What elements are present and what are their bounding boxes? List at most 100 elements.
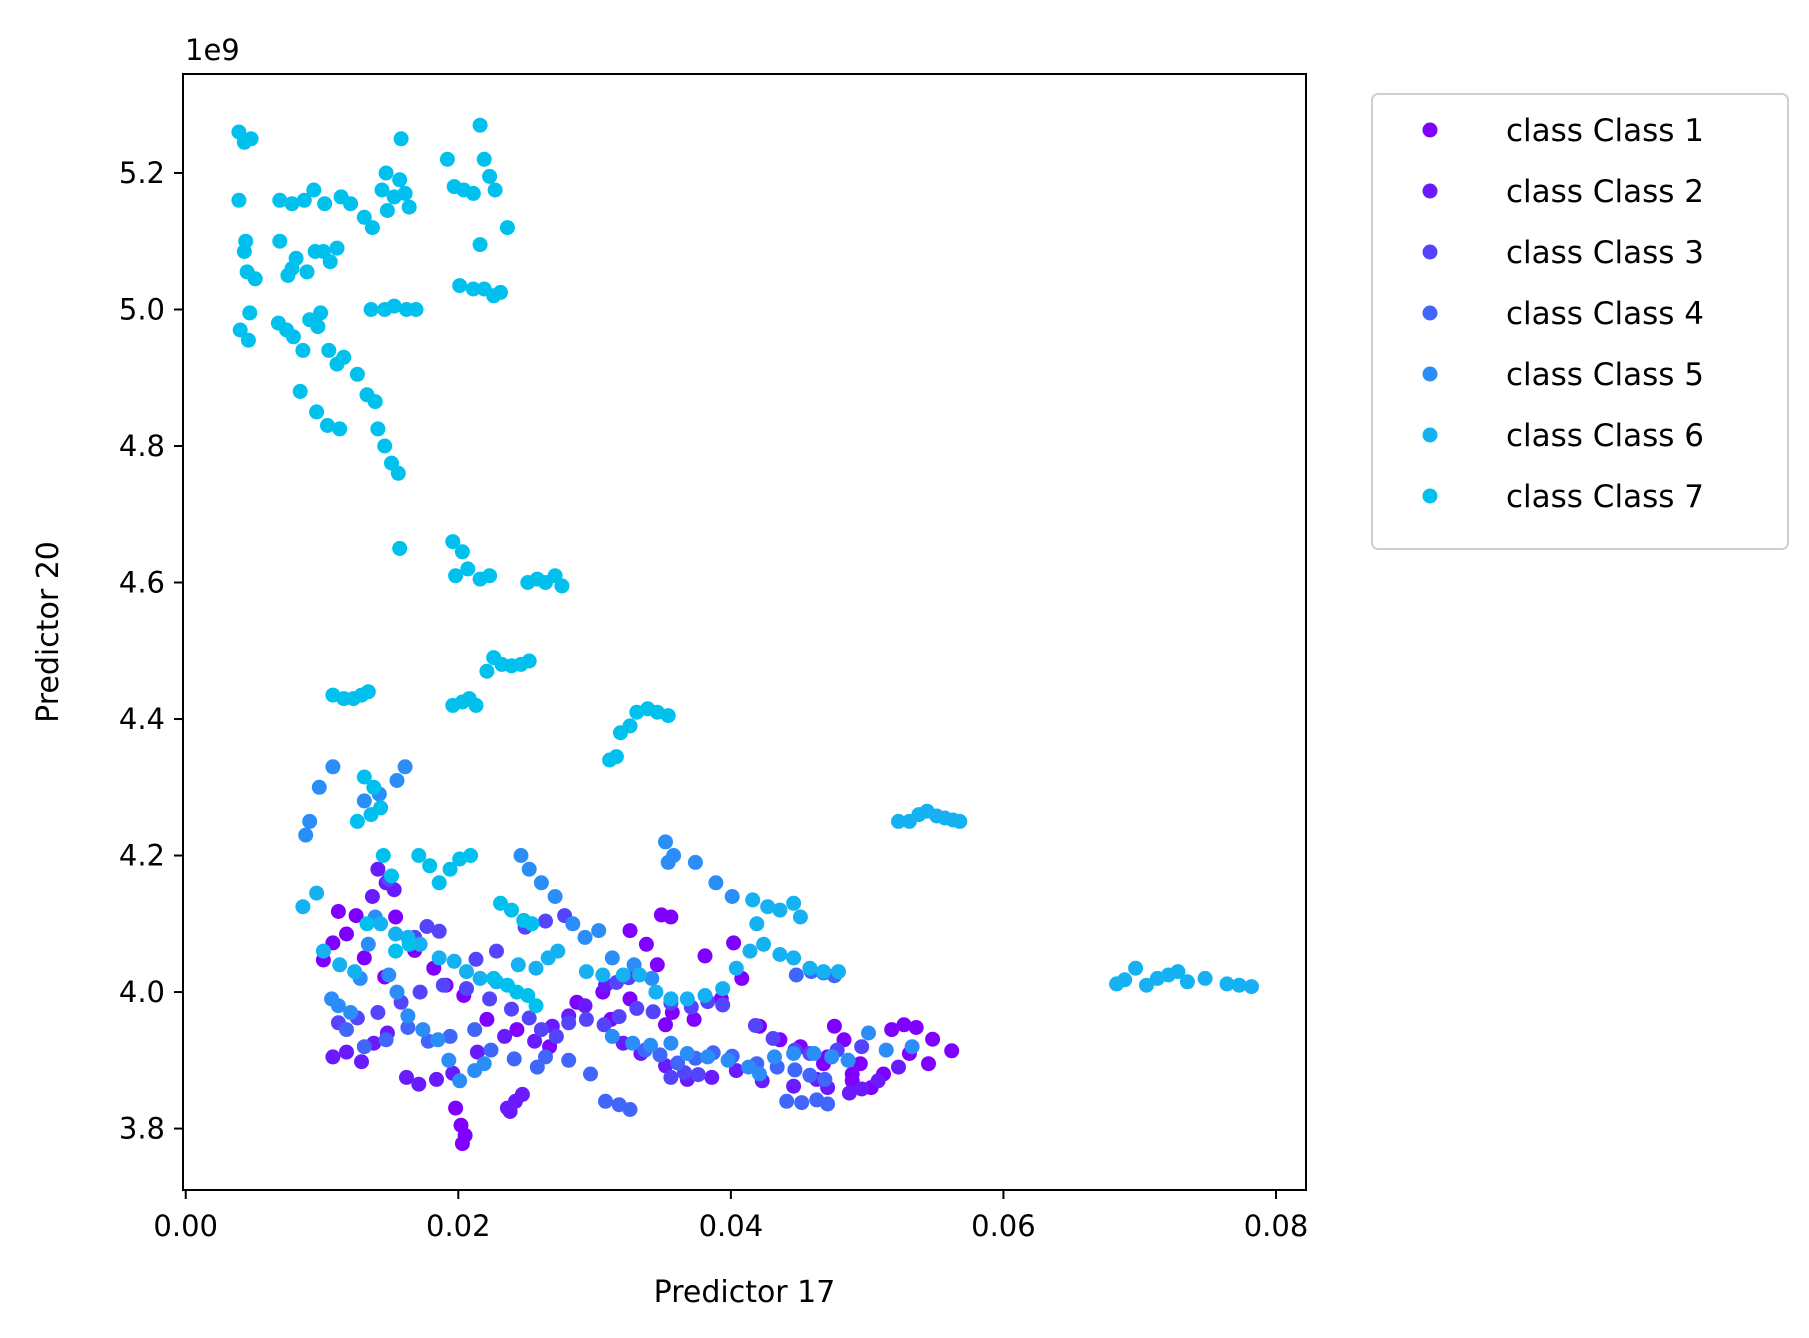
series-7-point — [463, 848, 479, 863]
series-7-point — [236, 244, 252, 259]
series-6-point — [1170, 964, 1186, 980]
series-7-point — [460, 561, 476, 577]
series-7-point — [554, 578, 570, 594]
series-7-point — [284, 196, 300, 212]
series-6-point — [1139, 977, 1154, 993]
series-5-point — [724, 889, 740, 904]
series-4-point — [538, 1049, 553, 1065]
series-3-point — [489, 943, 504, 959]
series-7-point — [306, 182, 322, 198]
series-1-point — [908, 1020, 924, 1035]
series-2-point — [502, 1104, 518, 1119]
series-3-point — [521, 1010, 537, 1026]
series-6-point — [756, 936, 772, 952]
series-7-point — [356, 209, 372, 225]
series-7-point — [482, 168, 498, 184]
series-1-point — [448, 1100, 464, 1116]
series-4-point — [670, 1055, 686, 1071]
series-6-point — [412, 936, 428, 952]
series-2-point — [411, 1076, 427, 1092]
series-6-point — [792, 909, 808, 925]
series-5-point — [397, 759, 413, 775]
series-1-point — [339, 926, 354, 942]
series-7-point — [411, 848, 427, 863]
series-6-point — [615, 967, 631, 983]
legend-marker — [1422, 488, 1438, 504]
series-1-point — [330, 904, 346, 919]
legend-marker — [1422, 122, 1438, 138]
y-tick-label: 4.2 — [119, 839, 165, 873]
series-7-point — [364, 220, 380, 236]
series-5-point — [687, 854, 703, 870]
series-5-point — [547, 889, 563, 904]
series-7-point — [359, 916, 375, 932]
series-3-point — [482, 991, 498, 1007]
y-tick-label: 5.2 — [119, 156, 165, 190]
series-7-point — [329, 240, 345, 256]
series-7-point — [320, 418, 335, 433]
series-5-point — [644, 970, 660, 986]
series-7-point — [486, 970, 502, 986]
series-7-point — [379, 203, 395, 218]
series-4-point — [442, 1028, 458, 1044]
series-6-point — [745, 892, 761, 908]
y-axis-label: Predictor 20 — [31, 541, 66, 723]
series-5-point — [752, 1066, 767, 1082]
series-7-point — [321, 342, 337, 358]
series-3-point — [747, 1018, 763, 1033]
series-7-point — [479, 663, 495, 679]
series-2-point — [854, 1081, 870, 1097]
series-7-point — [363, 302, 379, 317]
series-7-point — [343, 196, 359, 212]
series-1-point — [921, 1056, 936, 1072]
series-7-point — [465, 185, 481, 201]
series-6-point — [1197, 970, 1213, 986]
series-5-point — [643, 1037, 658, 1053]
series-7-point — [310, 319, 326, 335]
series-1-point — [944, 1043, 960, 1059]
series-5-point — [441, 1052, 457, 1068]
series-7-point — [528, 998, 544, 1014]
series-4-point — [339, 1022, 354, 1038]
x-axis: 0.00 0.02 0.04 0.06 0.08 — [153, 1190, 1308, 1243]
series-3-point — [435, 977, 451, 993]
series-6-point — [697, 988, 713, 1003]
series-1-point — [348, 908, 364, 924]
series-4-point — [583, 1066, 598, 1082]
legend-marker — [1422, 244, 1438, 260]
series-7-point — [472, 117, 488, 133]
series-7-point — [397, 185, 413, 201]
series-7-point — [393, 131, 409, 147]
y-tick-label: 5.0 — [119, 292, 165, 326]
series-2-point — [339, 1044, 354, 1060]
series-3-point — [765, 1031, 781, 1046]
series-6-point — [388, 926, 404, 942]
series-3-point — [578, 1011, 594, 1027]
series-5-point — [720, 1052, 736, 1068]
series-6-point — [952, 813, 968, 829]
series-3-point — [548, 1028, 564, 1044]
series-5-point — [604, 950, 620, 966]
x-tick-label: 0.08 — [1244, 1209, 1309, 1243]
series-7-point — [332, 421, 348, 437]
series-6-point — [431, 950, 447, 966]
series-1-point — [658, 1017, 673, 1033]
series-7-point — [349, 366, 365, 382]
series-7-point — [243, 131, 259, 147]
series-6-point — [786, 950, 802, 966]
series-1-point — [826, 1018, 842, 1034]
series-1-point — [454, 1136, 470, 1152]
series-3-point — [533, 1022, 549, 1038]
series-2-point — [728, 1063, 744, 1079]
y-offset-label: 1e9 — [185, 33, 240, 67]
x-tick-label: 0.00 — [153, 1209, 218, 1243]
series-6-point — [786, 895, 802, 911]
legend-label: class Class 1 — [1506, 113, 1704, 149]
points-layer — [231, 117, 1259, 1152]
series-4-point — [356, 1039, 372, 1055]
series-1-point — [726, 935, 742, 951]
series-6-point — [332, 957, 348, 973]
series-3-point — [468, 951, 484, 967]
series-3-point — [854, 1039, 870, 1055]
